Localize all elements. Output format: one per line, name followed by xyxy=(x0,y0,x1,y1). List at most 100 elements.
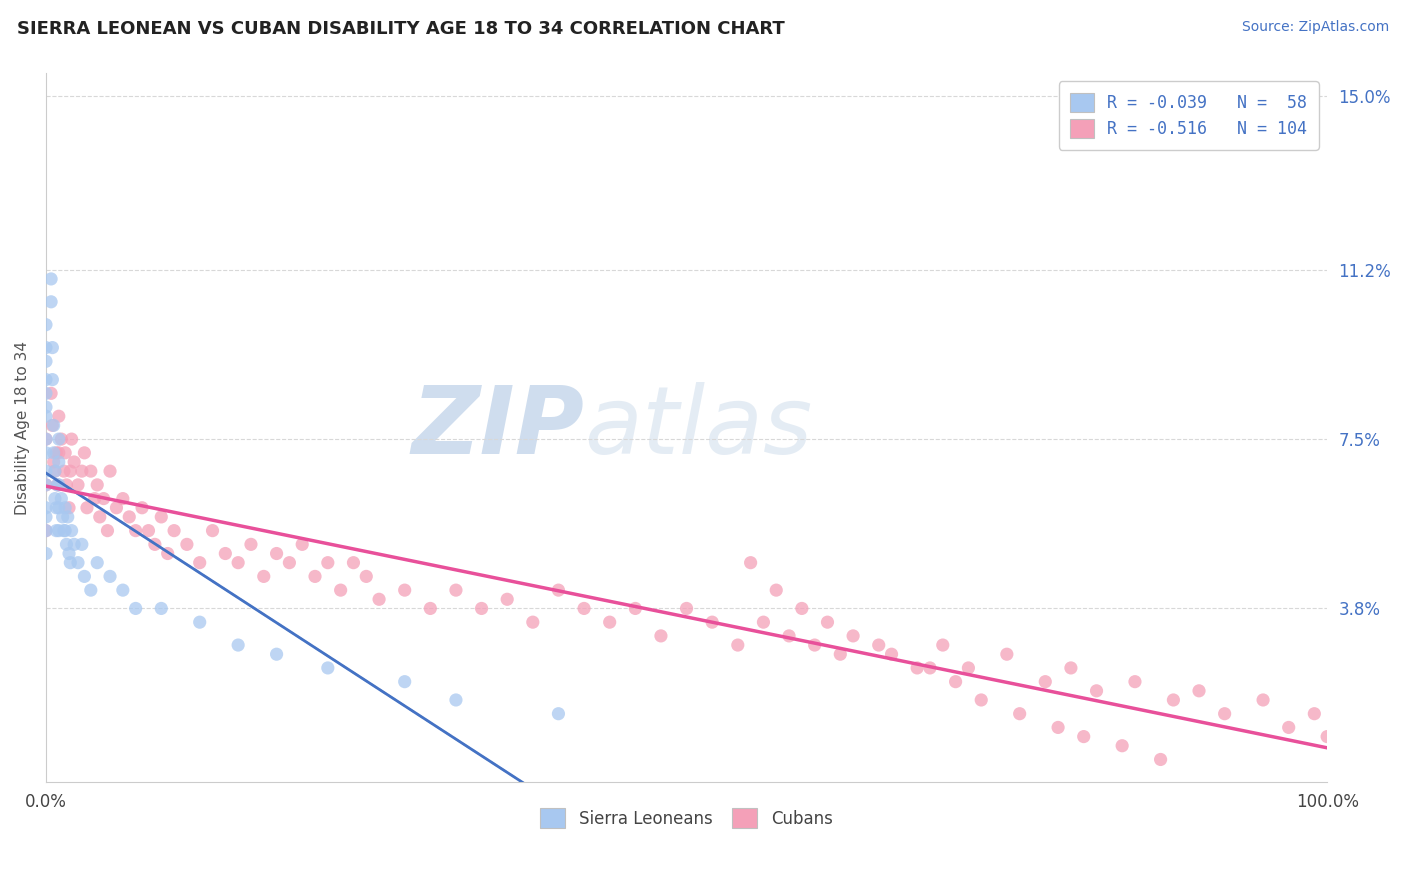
Point xyxy=(111,583,134,598)
Point xyxy=(143,537,166,551)
Point xyxy=(44,464,66,478)
Point xyxy=(53,524,76,538)
Point xyxy=(89,509,111,524)
Point xyxy=(35,446,58,460)
Point xyxy=(56,509,79,524)
Point xyxy=(35,400,58,414)
Point xyxy=(58,547,80,561)
Point xyxy=(66,556,89,570)
Point xyxy=(48,446,70,460)
Point xyxy=(624,601,647,615)
Point xyxy=(70,464,93,478)
Point xyxy=(39,386,62,401)
Point xyxy=(35,341,58,355)
Point xyxy=(73,569,96,583)
Point xyxy=(45,500,67,515)
Point xyxy=(52,509,75,524)
Point xyxy=(42,446,65,460)
Point xyxy=(727,638,749,652)
Point xyxy=(98,464,121,478)
Point xyxy=(35,354,58,368)
Point xyxy=(342,556,364,570)
Point xyxy=(80,464,103,478)
Point xyxy=(70,537,93,551)
Point xyxy=(44,491,66,506)
Point xyxy=(96,524,118,538)
Point xyxy=(48,409,70,424)
Point xyxy=(55,478,77,492)
Point xyxy=(35,432,58,446)
Point xyxy=(35,478,58,492)
Point xyxy=(52,464,75,478)
Point xyxy=(124,524,146,538)
Point xyxy=(138,524,160,538)
Point xyxy=(76,500,98,515)
Point xyxy=(1251,693,1274,707)
Point xyxy=(188,556,211,570)
Point xyxy=(35,373,58,387)
Point xyxy=(1060,661,1083,675)
Point xyxy=(752,615,775,630)
Point xyxy=(304,569,326,583)
Point xyxy=(496,592,519,607)
Point xyxy=(83,491,105,506)
Point xyxy=(1073,730,1095,744)
Point xyxy=(55,537,77,551)
Point xyxy=(44,464,66,478)
Text: atlas: atlas xyxy=(583,382,813,473)
Point xyxy=(253,569,276,583)
Point xyxy=(905,661,928,675)
Point xyxy=(444,583,467,598)
Point xyxy=(547,583,569,598)
Point xyxy=(1047,721,1070,735)
Point xyxy=(48,500,70,515)
Point xyxy=(58,500,80,515)
Point xyxy=(547,706,569,721)
Point xyxy=(765,583,787,598)
Point xyxy=(1188,683,1211,698)
Point xyxy=(316,556,339,570)
Point xyxy=(35,524,58,538)
Point xyxy=(970,693,993,707)
Point xyxy=(131,500,153,515)
Point xyxy=(35,524,58,538)
Point xyxy=(111,491,134,506)
Point xyxy=(86,478,108,492)
Point xyxy=(1213,706,1236,721)
Point xyxy=(118,509,141,524)
Point xyxy=(93,491,115,506)
Point xyxy=(156,547,179,561)
Point xyxy=(60,524,83,538)
Point xyxy=(48,455,70,469)
Point xyxy=(316,661,339,675)
Point xyxy=(35,464,58,478)
Point xyxy=(1123,674,1146,689)
Point xyxy=(266,647,288,661)
Point xyxy=(1033,674,1056,689)
Point xyxy=(42,455,65,469)
Point xyxy=(394,674,416,689)
Point xyxy=(201,524,224,538)
Y-axis label: Disability Age 18 to 34: Disability Age 18 to 34 xyxy=(15,341,30,515)
Point xyxy=(842,629,865,643)
Point xyxy=(86,556,108,570)
Point xyxy=(80,583,103,598)
Point xyxy=(53,446,76,460)
Point xyxy=(1163,693,1185,707)
Point xyxy=(42,418,65,433)
Point xyxy=(35,500,58,515)
Point xyxy=(214,547,236,561)
Point xyxy=(45,524,67,538)
Point xyxy=(226,556,249,570)
Point xyxy=(945,674,967,689)
Point xyxy=(778,629,800,643)
Point xyxy=(1085,683,1108,698)
Point xyxy=(471,601,494,615)
Point xyxy=(48,524,70,538)
Point xyxy=(35,318,58,332)
Point xyxy=(60,432,83,446)
Point xyxy=(35,409,58,424)
Point xyxy=(356,569,378,583)
Point xyxy=(368,592,391,607)
Point xyxy=(444,693,467,707)
